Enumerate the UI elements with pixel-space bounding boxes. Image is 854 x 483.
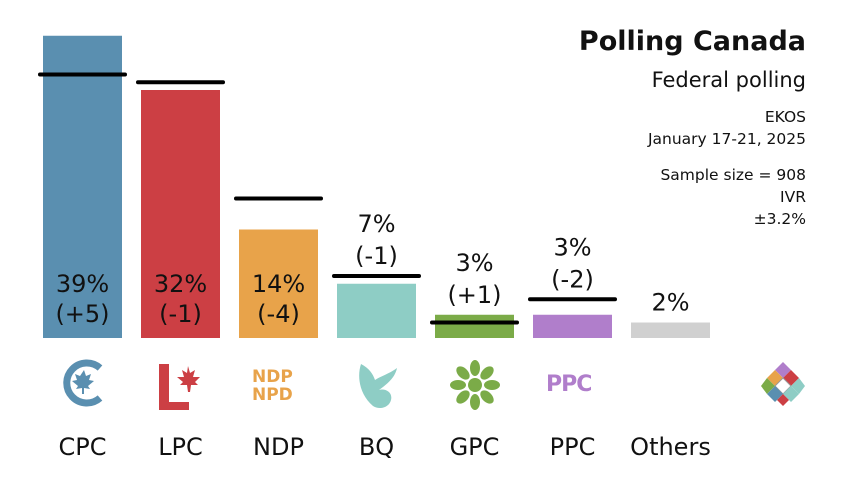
bar-cpc (43, 35, 122, 338)
bq-logo-icon (355, 360, 401, 416)
bar-ppc (533, 314, 612, 338)
change-label-ppc: (-2) (551, 265, 594, 293)
bar-ndp (239, 229, 318, 338)
chart-title: Polling Canada (578, 26, 806, 57)
cpc-logo-icon (60, 358, 106, 412)
category-label-others: Others (630, 433, 711, 461)
lpc-logo-icon (155, 360, 207, 416)
change-label-bq: (-1) (355, 242, 398, 270)
value-label-ndp: 14% (252, 270, 305, 298)
methodology-info: Sample size = 908 IVR ±3.2% (660, 164, 806, 230)
sample-size: Sample size = 908 (660, 166, 806, 184)
category-label-cpc: CPC (59, 433, 107, 461)
change-label-gpc: (+1) (447, 281, 501, 309)
chart-subtitle: Federal polling (651, 68, 806, 92)
bar-gpc (435, 314, 514, 338)
value-label-bq: 7% (357, 210, 395, 238)
category-label-bq: BQ (359, 433, 394, 461)
change-label-ndp: (-4) (257, 300, 300, 328)
value-label-lpc: 32% (154, 270, 207, 298)
category-label-ndp: NDP (253, 433, 304, 461)
value-label-cpc: 39% (56, 270, 109, 298)
change-label-lpc: (-1) (159, 300, 202, 328)
category-label-ppc: PPC (550, 433, 596, 461)
category-label-gpc: GPC (450, 433, 500, 461)
bar-lpc (141, 90, 220, 338)
pollster-name: EKOS (764, 108, 806, 126)
value-label-gpc: 3% (455, 249, 493, 277)
change-label-cpc: (+5) (55, 300, 109, 328)
margin-of-error: ±3.2% (753, 210, 806, 228)
gpc-logo-icon (448, 358, 502, 416)
bar-bq (337, 283, 416, 338)
poll-method: IVR (780, 188, 806, 206)
value-label-ppc: 3% (553, 233, 591, 261)
ppc-logo-icon: PPC (546, 372, 592, 397)
value-label-others: 2% (651, 289, 689, 317)
category-label-lpc: LPC (158, 433, 203, 461)
bar-others (631, 322, 710, 338)
ndp-logo-icon: NDP NPD (252, 367, 293, 405)
poll-dates: January 17-21, 2025 (647, 130, 806, 148)
pollster-info: EKOS January 17-21, 2025 (648, 106, 806, 150)
polling-canada-logo-icon (758, 358, 808, 412)
